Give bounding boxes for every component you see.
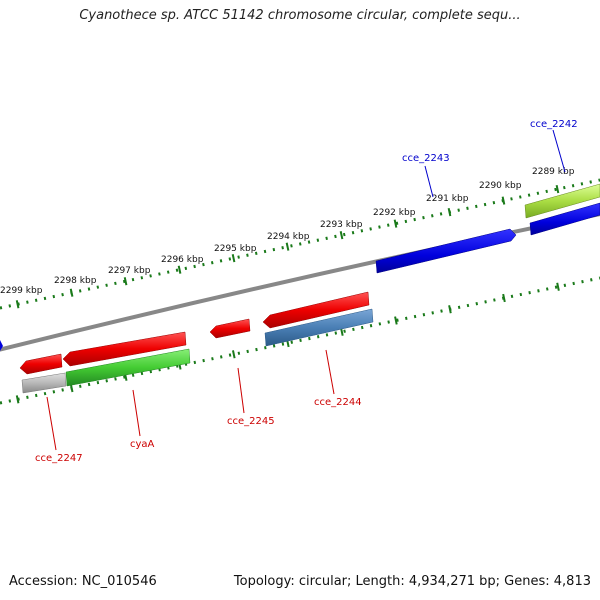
ruler-label-2291: 2291 kbp <box>426 194 469 204</box>
upper-ruler <box>0 178 600 310</box>
ruler-label-2297: 2297 kbp <box>108 266 151 276</box>
ruler-label-2295: 2295 kbp <box>214 244 257 254</box>
gene-cyaA-arrow[interactable] <box>62 331 187 367</box>
gene-edge-blue[interactable] <box>0 340 3 351</box>
gene-label-cce-2244[interactable]: cce_2244 <box>314 397 362 408</box>
genome-summary: Topology: circular; Length: 4,934,271 bp… <box>233 574 591 589</box>
ruler-label-2293: 2293 kbp <box>320 220 363 230</box>
ruler-label-2298: 2298 kbp <box>54 276 97 286</box>
upper-ruler-tick <box>339 231 344 240</box>
ruler-label-2294: 2294 kbp <box>267 232 310 242</box>
lower-ruler-tick <box>15 395 20 404</box>
upper-ruler-tick <box>231 254 236 263</box>
lower-ruler-tick <box>502 293 506 303</box>
gene-cce-2242-arrow[interactable] <box>529 202 600 236</box>
gene-label-cce-2247[interactable]: cce_2247 <box>35 453 83 464</box>
upper-ruler-tick <box>69 288 74 297</box>
ruler-labels: 2299 kbp 2298 kbp 2297 kbp 2296 kbp 2295… <box>0 167 575 296</box>
gene-label-cyaA[interactable]: cyaA <box>130 439 155 450</box>
gene-cce-2247-arrow[interactable] <box>19 353 63 375</box>
lower-ruler-tick <box>556 282 560 291</box>
gene-lime-partial[interactable] <box>524 183 600 219</box>
gene-cyaA-feature[interactable] <box>65 348 191 387</box>
callout-lines <box>46 129 566 451</box>
ruler-label-2289: 2289 kbp <box>532 167 575 177</box>
gene-cce-2244-feature[interactable] <box>264 308 374 347</box>
lower-ruler-tick <box>448 305 452 314</box>
map-title: Cyanothece sp. ATCC 51142 chromosome cir… <box>79 8 521 23</box>
gene-cce-2247-feature[interactable] <box>21 372 67 394</box>
gene-cce-2245-arrow[interactable] <box>209 318 251 339</box>
forward-genes <box>0 183 600 351</box>
upper-ruler-tick <box>285 242 290 251</box>
upper-ruler-tick <box>447 207 452 217</box>
ruler-label-2296: 2296 kbp <box>161 255 204 265</box>
gene-labels: cce_2242 cce_2243 cce_2244 cce_2245 cyaA… <box>35 119 578 464</box>
upper-ruler-tick <box>555 184 560 194</box>
gene-label-cce-2243[interactable]: cce_2243 <box>402 153 450 164</box>
ruler-label-2299: 2299 kbp <box>0 286 43 296</box>
upper-ruler-tick <box>123 277 128 286</box>
lower-ruler <box>0 276 600 405</box>
upper-ruler-tick <box>501 196 506 205</box>
accession-label: Accession: NC_010546 <box>9 574 157 589</box>
reverse-genes <box>19 291 374 394</box>
upper-ruler-tick <box>15 300 20 309</box>
gene-cce-2244-arrow[interactable] <box>262 291 370 329</box>
ruler-label-2290: 2290 kbp <box>479 181 522 191</box>
lower-ruler-tick <box>231 350 236 359</box>
upper-ruler-tick <box>393 219 398 228</box>
chromosome-backbone <box>0 211 600 352</box>
gene-cce-2243-arrow[interactable] <box>375 228 517 274</box>
lower-ruler-tick <box>394 316 398 325</box>
upper-ruler-tick <box>177 265 182 274</box>
gene-label-cce-2242[interactable]: cce_2242 <box>530 119 578 130</box>
ruler-label-2292: 2292 kbp <box>373 208 416 218</box>
gene-label-cce-2245[interactable]: cce_2245 <box>227 416 275 427</box>
